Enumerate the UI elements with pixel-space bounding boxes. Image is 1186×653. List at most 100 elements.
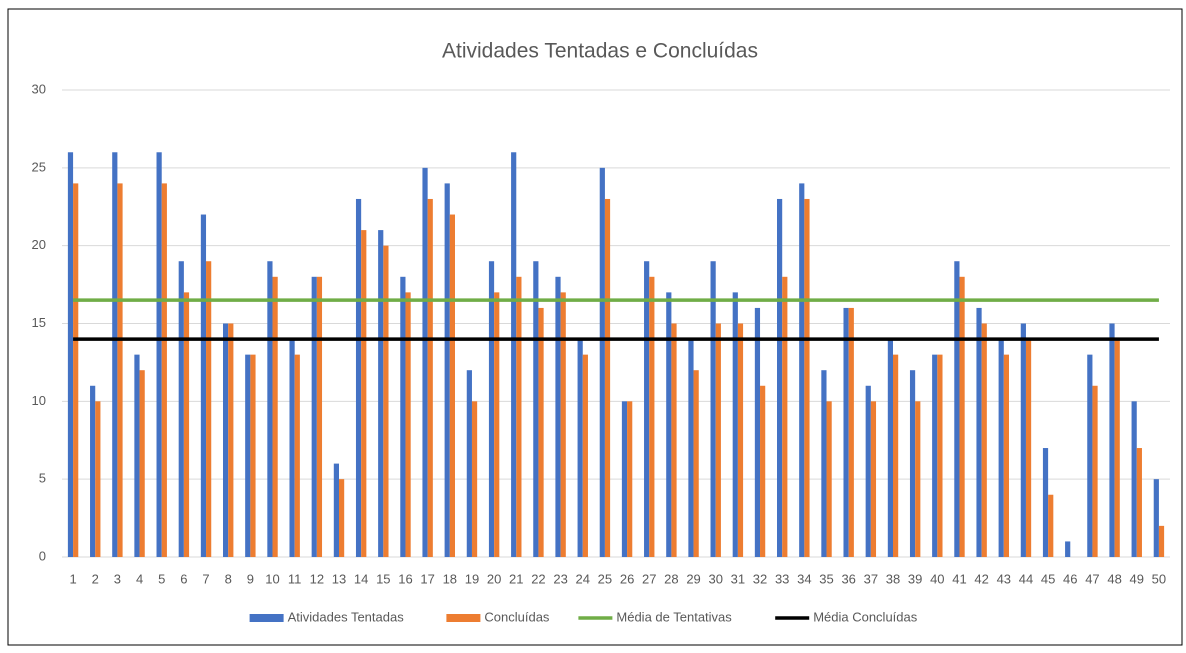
x-tick-label: 45 — [1041, 571, 1055, 586]
bar — [316, 276, 323, 557]
bar — [732, 292, 738, 557]
bar — [427, 198, 433, 557]
bar — [1131, 401, 1137, 557]
bar — [494, 292, 500, 557]
bar — [471, 401, 478, 557]
bar — [710, 261, 716, 557]
x-tick-label: 48 — [1107, 571, 1121, 586]
bar — [870, 401, 877, 557]
x-tick-label: 42 — [974, 571, 988, 586]
y-tick-label: 25 — [32, 159, 46, 174]
bar — [1065, 541, 1071, 557]
x-tick-label: 43 — [997, 571, 1011, 586]
bar — [555, 276, 561, 557]
bar — [760, 385, 766, 557]
bar — [538, 307, 544, 557]
bar — [737, 323, 744, 557]
bar — [671, 323, 677, 557]
x-tick-label: 25 — [598, 571, 612, 586]
bar — [1158, 525, 1165, 557]
bar — [715, 323, 721, 557]
x-tick-label: 13 — [332, 571, 346, 586]
x-tick-label: 15 — [376, 571, 390, 586]
bar — [134, 354, 140, 557]
bar — [998, 339, 1004, 557]
bar — [932, 354, 938, 557]
x-tick-label: 28 — [664, 571, 678, 586]
bar — [73, 183, 79, 557]
legend-swatch — [446, 614, 481, 622]
bar — [90, 385, 96, 557]
bar — [560, 292, 566, 557]
bar — [1042, 448, 1049, 557]
x-tick-label: 1 — [69, 571, 76, 586]
bar — [937, 354, 943, 557]
bar — [599, 167, 605, 558]
x-tick-label: 24 — [576, 571, 590, 586]
bar — [1087, 354, 1093, 557]
bar — [400, 276, 406, 557]
bar — [627, 401, 633, 557]
bar — [1136, 448, 1142, 557]
x-tick-label: 4 — [136, 571, 143, 586]
bar — [954, 261, 960, 557]
legend-label: Média Concluídas — [813, 609, 918, 624]
x-tick-label: 6 — [180, 571, 187, 586]
bar — [821, 370, 827, 557]
x-tick-label: 44 — [1019, 571, 1033, 586]
y-tick-label: 20 — [32, 237, 46, 252]
bar — [67, 152, 74, 557]
bar — [383, 245, 389, 557]
x-tick-label: 47 — [1085, 571, 1099, 586]
bar — [533, 261, 539, 557]
bar — [1025, 339, 1032, 557]
bar — [355, 198, 362, 557]
bar — [893, 354, 899, 557]
x-tick-label: 18 — [443, 571, 457, 586]
x-tick-label: 41 — [952, 571, 966, 586]
legend-label: Atividades Tentadas — [288, 609, 405, 624]
bar — [250, 354, 256, 557]
x-tick-label: 14 — [354, 571, 368, 586]
bar — [577, 339, 583, 557]
x-tick-label: 50 — [1152, 571, 1166, 586]
x-tick-label: 10 — [265, 571, 279, 586]
x-tick-label: 37 — [864, 571, 878, 586]
bar — [782, 276, 788, 557]
y-tick-label: 0 — [39, 548, 46, 563]
bar — [959, 276, 965, 557]
bar — [1114, 339, 1120, 557]
x-tick-label: 39 — [908, 571, 922, 586]
bar — [909, 370, 916, 557]
bar — [272, 276, 278, 557]
x-tick-label: 16 — [398, 571, 412, 586]
bar — [754, 307, 761, 557]
bar — [804, 198, 810, 557]
bar — [1003, 354, 1009, 557]
x-tick-label: 11 — [288, 571, 302, 586]
bar — [777, 198, 783, 557]
bar — [976, 307, 982, 557]
bar — [206, 261, 212, 557]
x-tick-label: 38 — [886, 571, 900, 586]
y-tick-label: 15 — [32, 315, 46, 330]
x-tick-label: 9 — [247, 571, 254, 586]
x-tick-label: 35 — [819, 571, 833, 586]
x-tick-label: 33 — [775, 571, 789, 586]
bar — [1109, 323, 1115, 557]
bar — [666, 292, 672, 557]
bar — [245, 354, 251, 557]
x-tick-label: 12 — [310, 571, 324, 586]
bar — [644, 261, 650, 557]
bar — [915, 401, 921, 557]
x-tick-label: 20 — [487, 571, 501, 586]
bar — [449, 214, 455, 558]
bar — [361, 230, 367, 557]
x-tick-label: 49 — [1130, 571, 1144, 586]
x-tick-label: 46 — [1063, 571, 1077, 586]
bar — [378, 230, 384, 557]
x-tick-label: 22 — [531, 571, 545, 586]
bar — [444, 183, 450, 557]
bar — [981, 323, 987, 557]
